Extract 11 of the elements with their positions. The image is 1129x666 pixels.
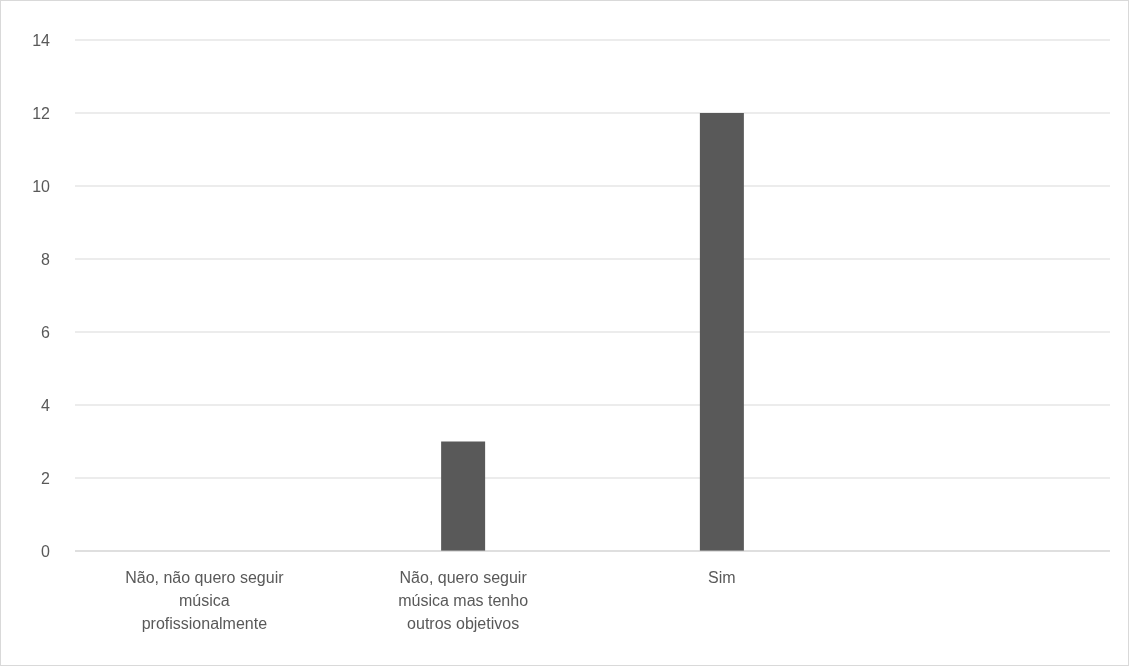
x-tick-label: Não, não quero seguir música profissionalmente bbox=[125, 569, 285, 632]
y-tick-label: 12 bbox=[32, 104, 51, 122]
x-tick-label: Sim bbox=[708, 569, 736, 586]
y-tick-label: 4 bbox=[41, 396, 51, 414]
y-tick-label: 8 bbox=[41, 250, 51, 268]
y-tick-label: 14 bbox=[32, 31, 51, 49]
y-tick-label: 0 bbox=[41, 542, 51, 560]
y-tick-label: 10 bbox=[32, 177, 51, 195]
y-tick-label: 2 bbox=[41, 469, 51, 487]
x-tick-label: Não, quero seguir música mas tenho outros objetivos bbox=[398, 569, 529, 632]
y-tick-label: 6 bbox=[41, 323, 51, 341]
